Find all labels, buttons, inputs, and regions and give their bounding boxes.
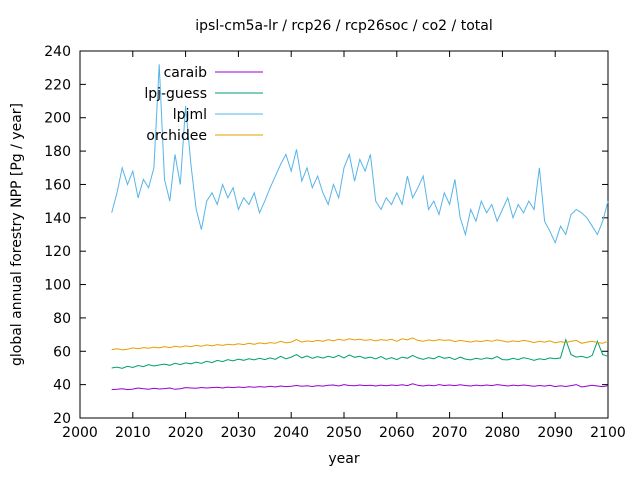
y-axis-label: global annual forestry NPP [Pg / year] bbox=[9, 103, 25, 366]
x-tick-label: 2090 bbox=[537, 425, 573, 441]
legend-item-lpjml: lpjml bbox=[173, 107, 263, 123]
chart-title: ipsl-cm5a-lr / rcp26 / rcp26soc / co2 / … bbox=[195, 18, 492, 34]
plot-border bbox=[79, 50, 609, 419]
y-tick-label: 80 bbox=[53, 311, 71, 327]
y-tick-label: 140 bbox=[44, 211, 71, 227]
y-tick-label: 200 bbox=[44, 111, 71, 127]
x-tick-label: 2050 bbox=[326, 425, 362, 441]
legend-item-lpj-guess: lpj-guess bbox=[144, 86, 263, 102]
legend-label: caraib bbox=[164, 65, 208, 81]
legend-item-orchidee: orchidee bbox=[146, 128, 263, 144]
x-axis-label: year bbox=[328, 451, 359, 467]
legend-label: orchidee bbox=[146, 128, 207, 144]
x-tick-label: 2080 bbox=[485, 425, 521, 441]
x-tick-label: 2020 bbox=[168, 425, 204, 441]
x-tick-label: 2060 bbox=[379, 425, 415, 441]
legend-label: lpjml bbox=[173, 107, 207, 123]
x-tick-label: 2000 bbox=[62, 425, 98, 441]
y-tick-label: 220 bbox=[44, 77, 71, 93]
y-tick-label: 100 bbox=[44, 278, 71, 294]
series-line-orchidee bbox=[111, 337, 609, 351]
y-tick-label: 60 bbox=[53, 344, 71, 360]
series-line-lpjml bbox=[111, 64, 609, 245]
x-tick-label: 2040 bbox=[273, 425, 309, 441]
x-tick-label: 2070 bbox=[432, 425, 468, 441]
x-tick-label: 2030 bbox=[221, 425, 257, 441]
x-tick-label: 2010 bbox=[115, 425, 151, 441]
y-tick-label: 20 bbox=[53, 411, 71, 427]
legend-item-caraib: caraib bbox=[164, 65, 263, 81]
legend-label: lpj-guess bbox=[144, 86, 207, 102]
series-line-caraib bbox=[111, 383, 609, 391]
x-tick-label: 2100 bbox=[590, 425, 626, 441]
y-tick-label: 240 bbox=[44, 44, 71, 60]
y-tick-label: 160 bbox=[44, 177, 71, 193]
y-tick-label: 180 bbox=[44, 144, 71, 160]
series-line-lpj-guess bbox=[111, 337, 609, 369]
y-tick-label: 40 bbox=[53, 378, 71, 394]
y-tick-label: 120 bbox=[44, 244, 71, 260]
